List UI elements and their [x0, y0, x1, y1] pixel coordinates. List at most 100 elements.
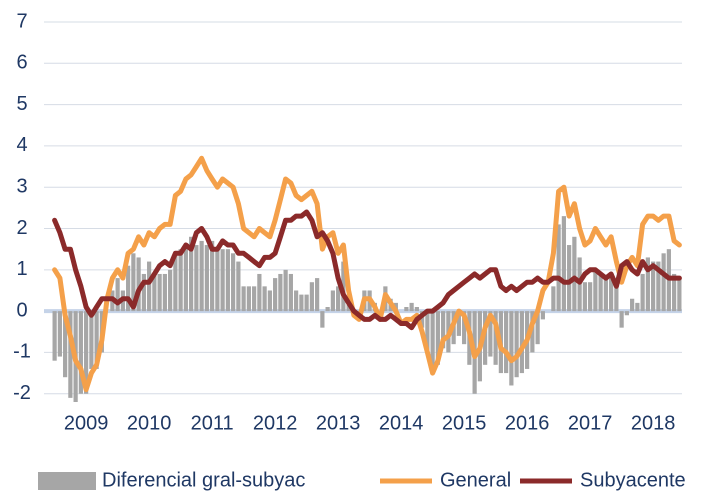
bar — [493, 311, 498, 365]
bar — [635, 302, 640, 312]
bar — [84, 311, 89, 394]
bar — [582, 282, 587, 312]
bar — [189, 236, 194, 312]
y-tick-label: 4 — [16, 134, 27, 156]
legend-swatch — [38, 472, 96, 490]
x-tick-label: 2014 — [379, 412, 424, 434]
y-tick-label: -1 — [13, 341, 31, 363]
x-tick-label: 2017 — [568, 412, 613, 434]
bar — [141, 273, 146, 312]
x-tick-label: 2010 — [127, 412, 172, 434]
bar — [530, 311, 535, 353]
bar — [68, 311, 73, 398]
bar — [147, 261, 152, 312]
bar — [435, 311, 440, 365]
bar — [220, 249, 225, 312]
bar — [299, 294, 304, 312]
bar — [236, 261, 241, 312]
bar — [677, 278, 682, 312]
bar — [456, 311, 461, 336]
bar — [509, 311, 514, 386]
bar — [267, 290, 272, 312]
legend-label: General — [440, 469, 511, 491]
bar — [273, 278, 278, 312]
x-tick-label: 2009 — [64, 412, 109, 434]
bar — [168, 269, 173, 312]
bar — [162, 273, 167, 312]
y-tick-label: 6 — [16, 52, 27, 74]
bar — [540, 311, 545, 320]
y-tick-label: 7 — [16, 10, 27, 32]
bar — [320, 311, 325, 328]
legend-label: Diferencial gral-subyac — [102, 469, 305, 491]
line — [52, 209, 682, 331]
bar — [57, 311, 62, 357]
bar — [619, 311, 624, 328]
bar — [78, 311, 83, 394]
bar — [241, 286, 246, 312]
bar — [173, 253, 178, 312]
bar — [420, 311, 425, 328]
bar — [183, 245, 188, 312]
bar — [210, 240, 215, 312]
bar — [488, 311, 493, 357]
bar — [598, 273, 603, 312]
bar — [551, 286, 556, 312]
x-tick-label: 2018 — [631, 412, 676, 434]
x-tick-label: 2015 — [442, 412, 487, 434]
bar — [294, 290, 299, 312]
bar — [199, 240, 204, 312]
bar — [651, 261, 656, 312]
bar — [325, 307, 330, 312]
bar — [131, 253, 136, 312]
bar — [63, 311, 68, 378]
bar — [603, 278, 608, 312]
bar — [609, 273, 614, 312]
bar — [504, 311, 509, 374]
bar — [315, 278, 320, 312]
y-tick-label: 3 — [16, 175, 27, 197]
bar — [304, 294, 309, 312]
bar — [204, 245, 209, 312]
bar — [288, 273, 293, 312]
line — [52, 155, 682, 393]
bar — [409, 302, 414, 312]
x-tick-label: 2016 — [505, 412, 550, 434]
bar — [567, 245, 572, 312]
y-tick-label: 0 — [16, 299, 27, 321]
bar — [414, 307, 419, 312]
bar — [561, 216, 566, 312]
bar — [630, 298, 635, 312]
bar — [330, 290, 335, 312]
legend-label: Subyacente — [580, 469, 686, 491]
bar — [404, 307, 409, 312]
bar — [215, 249, 220, 312]
bar — [115, 278, 120, 312]
bar — [262, 286, 267, 312]
bar — [572, 236, 577, 312]
bar — [425, 311, 430, 353]
bar — [309, 282, 314, 312]
bar — [645, 257, 650, 312]
bar — [588, 282, 593, 312]
bar — [89, 311, 94, 369]
bar — [483, 311, 488, 365]
y-tick-label: -2 — [13, 382, 31, 404]
bar — [556, 224, 561, 312]
bar — [257, 273, 262, 312]
bar — [246, 286, 251, 312]
bar — [152, 273, 157, 312]
bar — [593, 269, 598, 312]
bar — [656, 261, 661, 312]
bar — [157, 273, 162, 312]
y-tick-label: 2 — [16, 217, 27, 239]
bar — [661, 253, 666, 312]
bar — [640, 273, 645, 312]
bar — [136, 257, 141, 312]
bar — [462, 311, 467, 345]
bar — [519, 311, 524, 374]
y-tick-label: 5 — [16, 93, 27, 115]
bar — [514, 311, 519, 378]
bar — [52, 311, 57, 361]
